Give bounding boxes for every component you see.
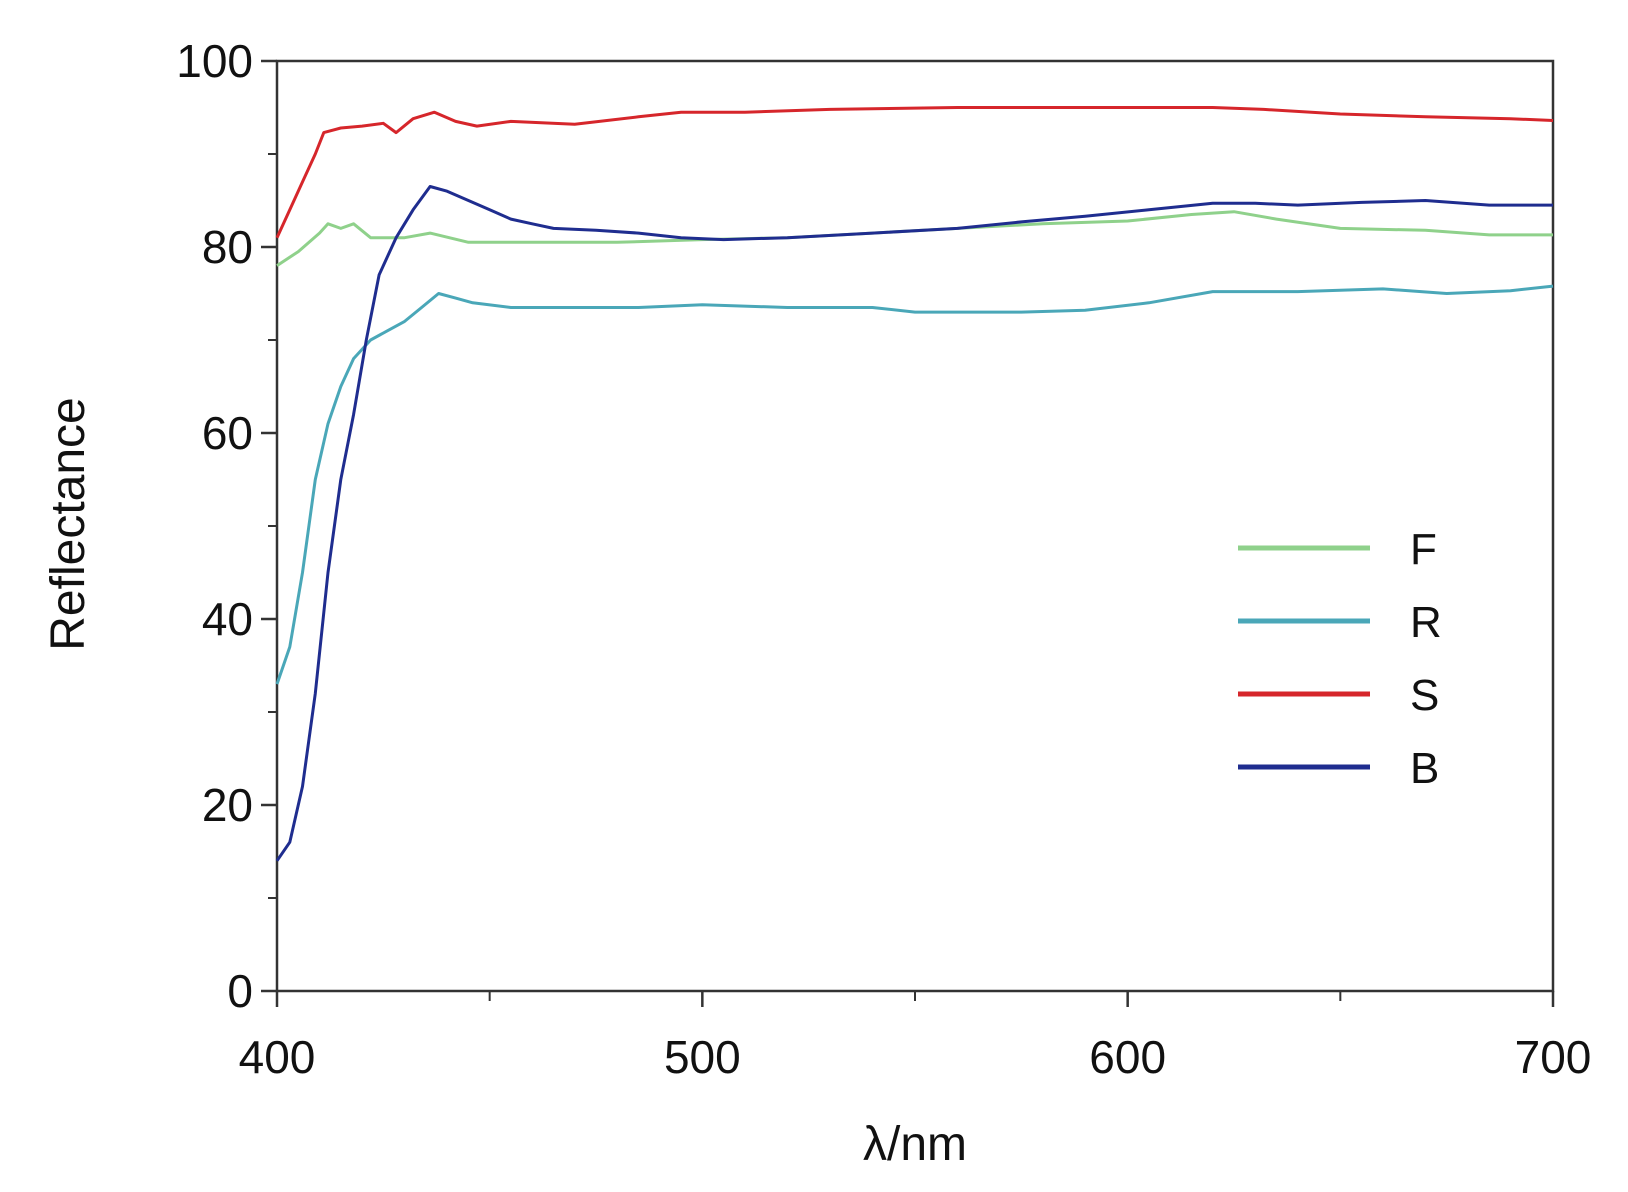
series-line-s [275, 106, 1554, 239]
x-tick-label: 700 [1515, 1031, 1592, 1083]
tick-labels: 400 500 600 700 0 20 40 60 80 100 [176, 35, 1591, 1083]
x-tick-label: 400 [239, 1031, 316, 1083]
x-tick-label: 500 [664, 1031, 741, 1083]
legend-label-r: R [1410, 598, 1442, 647]
y-tick-label: 40 [202, 593, 253, 645]
series-line-f [276, 210, 1553, 267]
y-tick-label: 0 [227, 965, 253, 1017]
legend-label-f: F [1410, 525, 1437, 574]
y-tick-label: 100 [176, 35, 253, 87]
y-tick-label: 80 [202, 221, 253, 273]
y-tick-label: 20 [202, 779, 253, 831]
legend-label-b: B [1410, 744, 1439, 793]
series-line-b [275, 185, 1553, 862]
x-tick-label: 600 [1089, 1031, 1166, 1083]
y-axis-label: Reflectance [42, 397, 95, 650]
series-group [275, 106, 1554, 862]
axis-ticks [261, 59, 1555, 1007]
legend-label-s: S [1410, 671, 1439, 720]
y-tick-label: 60 [202, 407, 253, 459]
x-axis-label: λ/nm [863, 1118, 967, 1171]
series-line-r [275, 284, 1554, 685]
